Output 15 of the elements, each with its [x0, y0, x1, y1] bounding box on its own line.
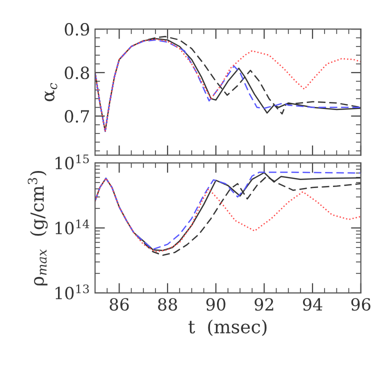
y-tick-label: 10$^{13}$ — [56, 284, 89, 300]
y-tick-label: 0.9 — [64, 23, 90, 36]
y-tick-label: 10$^{15}$ — [56, 154, 89, 170]
x-tick-label: 94 — [302, 298, 322, 311]
y-tick-label: 0.8 — [64, 66, 90, 80]
x-axis-title: t (msec) — [188, 319, 267, 336]
x-tick-label: 92 — [254, 298, 274, 311]
y-axis-title: ρ$_{max}$ (g/cm$^{3}$) — [28, 170, 48, 286]
x-tick-label: 96 — [351, 298, 370, 311]
x-tick-label: 86 — [110, 298, 129, 311]
y-tick-label: 0.7 — [64, 110, 89, 123]
y-axis-title: α$_{c}$ — [44, 82, 58, 102]
x-tick-label: 88 — [158, 298, 178, 311]
y-tick-label: 10$^{14}$ — [56, 219, 90, 234]
x-tick-label: 90 — [206, 298, 226, 311]
